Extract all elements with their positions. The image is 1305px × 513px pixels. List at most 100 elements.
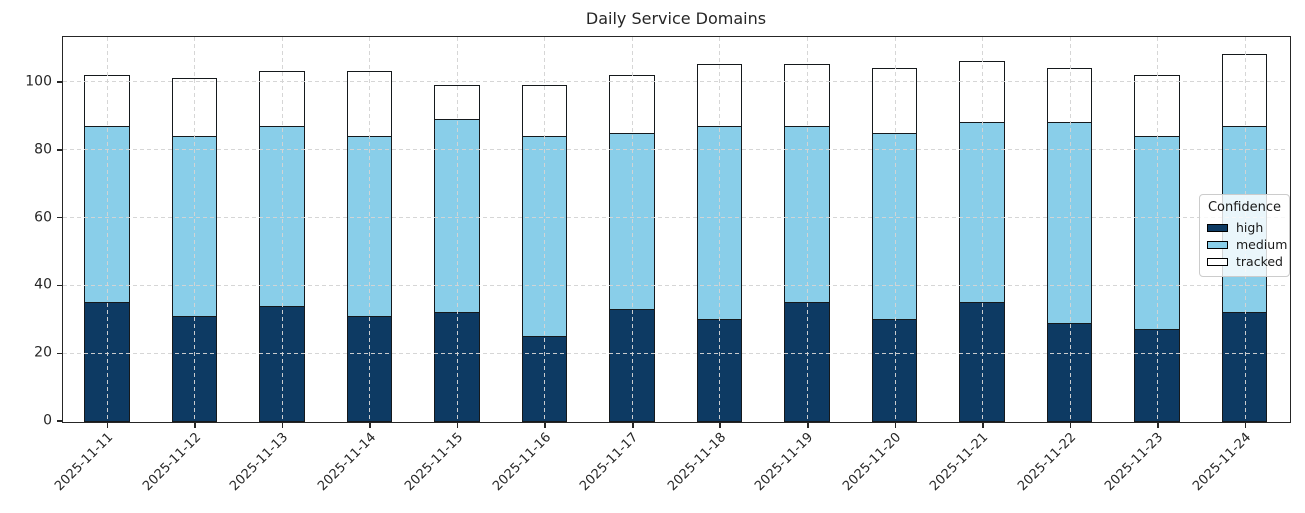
bar-segment-medium xyxy=(171,135,218,317)
bar-segment-high xyxy=(1046,322,1093,422)
x-axis-tick xyxy=(894,423,897,428)
bar-segment-high xyxy=(959,301,1005,422)
legend-entry-label: high xyxy=(1236,220,1264,235)
y-axis-tick-label: 0 xyxy=(43,412,52,429)
bar-segment-high xyxy=(871,318,918,422)
bar-segment-tracked xyxy=(434,84,480,121)
x-axis-tick-label: 2025-11-13 xyxy=(227,430,292,495)
y-axis-tick-label: 60 xyxy=(34,209,52,226)
bar-segment-high xyxy=(609,308,655,422)
chart-title: Daily Service Domains xyxy=(585,9,767,28)
y-axis-tick xyxy=(57,284,62,287)
x-axis-tick-label: 2025-11-22 xyxy=(1014,430,1079,495)
x-axis-tick-label: 2025-11-23 xyxy=(1102,430,1167,495)
y-axis-tick xyxy=(57,216,62,219)
bar-segment-tracked xyxy=(259,71,305,127)
bar-segment-medium xyxy=(521,135,568,338)
bar-segment-medium xyxy=(696,125,743,321)
bar-segment-tracked xyxy=(346,71,393,137)
x-axis-tick-label: 2025-11-18 xyxy=(664,430,729,495)
y-axis-tick-label: 20 xyxy=(34,345,52,362)
bar-segment-medium xyxy=(871,132,918,321)
y-axis-tick-label: 40 xyxy=(34,277,52,294)
bar-segment-tracked xyxy=(84,74,130,127)
bar-segment-tracked xyxy=(171,78,218,137)
y-axis-tick xyxy=(57,352,62,355)
bar-segment-high xyxy=(521,335,568,422)
h-gridline xyxy=(63,352,1289,354)
bar-segment-high xyxy=(696,318,743,422)
y-axis-tick-label: 100 xyxy=(25,73,52,90)
bar-segment-tracked xyxy=(959,61,1005,124)
x-axis-tick xyxy=(1157,423,1159,428)
h-gridline xyxy=(63,81,1289,83)
bar-segment-medium xyxy=(259,125,305,307)
bar-segment-medium xyxy=(959,122,1005,304)
y-axis-tick xyxy=(57,81,62,83)
bar-segment-medium xyxy=(84,125,130,304)
bar-segment-tracked xyxy=(784,64,830,127)
legend-rows: high medium tracked xyxy=(1207,219,1287,270)
bar-segment-high xyxy=(346,315,393,422)
h-gridline xyxy=(63,148,1289,150)
y-axis-tick xyxy=(57,148,62,151)
bar-segment-medium xyxy=(784,125,830,304)
x-axis-tick xyxy=(194,423,196,428)
bar-segment-medium xyxy=(346,135,393,317)
x-axis-tick xyxy=(631,423,634,428)
x-axis-tick-label: 2025-11-15 xyxy=(402,430,467,495)
plot-area: Confidence high medium tracked xyxy=(63,37,1290,422)
bar-segment-tracked xyxy=(1221,54,1268,127)
x-axis-tick-label: 2025-11-16 xyxy=(489,430,554,495)
legend-swatch-tracked xyxy=(1207,257,1228,266)
bar-segment-high xyxy=(84,301,130,422)
bar-segment-medium xyxy=(1134,135,1180,331)
x-axis-tick xyxy=(982,423,984,428)
bar-segment-tracked xyxy=(1134,74,1180,137)
h-gridline xyxy=(63,284,1289,286)
legend-entry: tracked xyxy=(1207,253,1283,270)
bar-segment-medium xyxy=(1046,122,1093,324)
bar-segment-tracked xyxy=(696,64,743,127)
legend-entry-label: medium xyxy=(1236,237,1288,252)
x-axis-tick xyxy=(1069,423,1072,428)
x-axis-tick-label: 2025-11-21 xyxy=(927,430,992,495)
x-axis-tick-label: 2025-11-17 xyxy=(577,430,642,495)
legend-entry: high xyxy=(1207,219,1282,236)
x-axis-tick xyxy=(369,423,371,428)
x-axis-tick xyxy=(1244,423,1247,428)
legend-entry: medium xyxy=(1207,236,1287,253)
x-axis-tick xyxy=(106,423,109,428)
bar-segment-tracked xyxy=(871,67,918,134)
bar-segment-high xyxy=(784,301,830,422)
x-axis-tick-label: 2025-11-11 xyxy=(52,430,117,495)
x-axis-tick-label: 2025-11-14 xyxy=(314,430,379,495)
bar-segment-high xyxy=(171,315,218,422)
x-axis-tick-label: 2025-11-20 xyxy=(839,430,904,495)
bar-segment-high xyxy=(434,312,480,422)
legend-swatch-high xyxy=(1207,223,1228,232)
y-axis-tick xyxy=(57,420,62,422)
y-axis-tick-label: 80 xyxy=(34,141,52,158)
plot-frame: Confidence high medium tracked xyxy=(62,36,1291,423)
bar-segment-high xyxy=(1221,312,1268,422)
legend: Confidence high medium tracked xyxy=(1199,194,1290,277)
bar-segment-medium xyxy=(609,132,655,311)
bar-segment-high xyxy=(259,305,305,422)
x-axis-tick-label: 2025-11-19 xyxy=(752,430,817,495)
bar-segment-tracked xyxy=(609,74,655,134)
bar-segment-medium xyxy=(434,118,480,314)
bar-segment-tracked xyxy=(521,84,568,137)
x-axis-tick xyxy=(456,423,459,428)
bar-segment-high xyxy=(1134,329,1180,422)
x-axis-tick xyxy=(719,423,722,428)
legend-entry-label: tracked xyxy=(1236,254,1283,269)
x-axis-tick-label: 2025-11-24 xyxy=(1190,430,1255,495)
bar-segment-tracked xyxy=(1046,67,1093,124)
x-axis-tick xyxy=(806,423,809,428)
x-axis-tick xyxy=(281,423,284,428)
x-axis-tick xyxy=(544,423,546,428)
legend-swatch-medium xyxy=(1207,240,1228,249)
x-axis-tick-label: 2025-11-12 xyxy=(139,430,204,495)
